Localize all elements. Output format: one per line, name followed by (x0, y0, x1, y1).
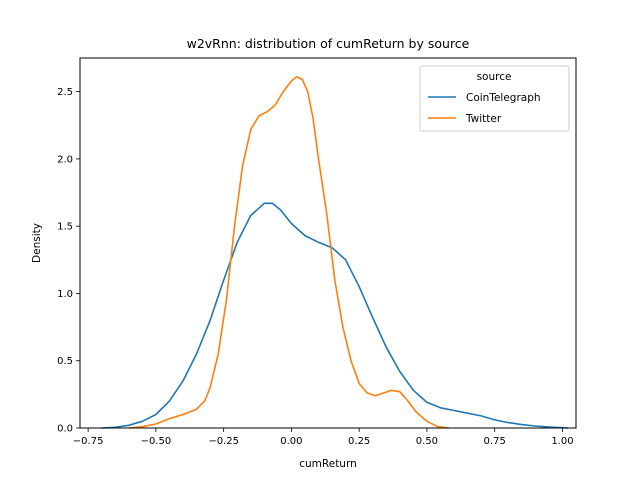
y-axis-label: Density (31, 223, 43, 263)
x-axis-ticks: −0.75 −0.50 −0.25 0.00 0.25 0.50 0.75 1.00 (73, 428, 574, 447)
y-axis-ticks: 0.0 0.5 1.0 1.5 2.0 2.5 (57, 87, 80, 435)
y-tick-label: 2.0 (57, 154, 73, 165)
plot-frame (79, 57, 577, 429)
plot-lines (101, 76, 568, 429)
y-tick-label: 0.0 (57, 424, 73, 435)
legend-title: source (477, 71, 512, 83)
legend: source CoinTelegraph Twitter (419, 65, 570, 132)
y-tick-label: 1.0 (57, 289, 73, 300)
x-tick-label: −0.50 (141, 436, 172, 447)
legend-label-cointelegraph: CoinTelegraph (466, 92, 541, 104)
y-tick-label: 2.5 (57, 87, 73, 98)
y-tick-label: 0.5 (57, 356, 73, 367)
x-tick-label: 0.00 (280, 436, 302, 447)
x-tick-label: 1.00 (551, 436, 573, 447)
series-line-twitter (128, 76, 449, 429)
y-tick-label: 1.5 (57, 222, 73, 233)
x-tick-label: −0.25 (208, 436, 239, 447)
x-tick-label: 0.50 (416, 436, 438, 447)
x-tick-label: 0.25 (348, 436, 370, 447)
x-tick-label: 0.75 (484, 436, 506, 447)
x-tick-label: −0.75 (73, 436, 104, 447)
chart-title: w2vRnn: distribution of cumReturn by sou… (187, 36, 470, 51)
legend-label-twitter: Twitter (465, 113, 502, 125)
legend-box (419, 65, 570, 132)
series-line-cointelegraph (101, 202, 568, 429)
x-axis-label: cumReturn (299, 458, 357, 470)
